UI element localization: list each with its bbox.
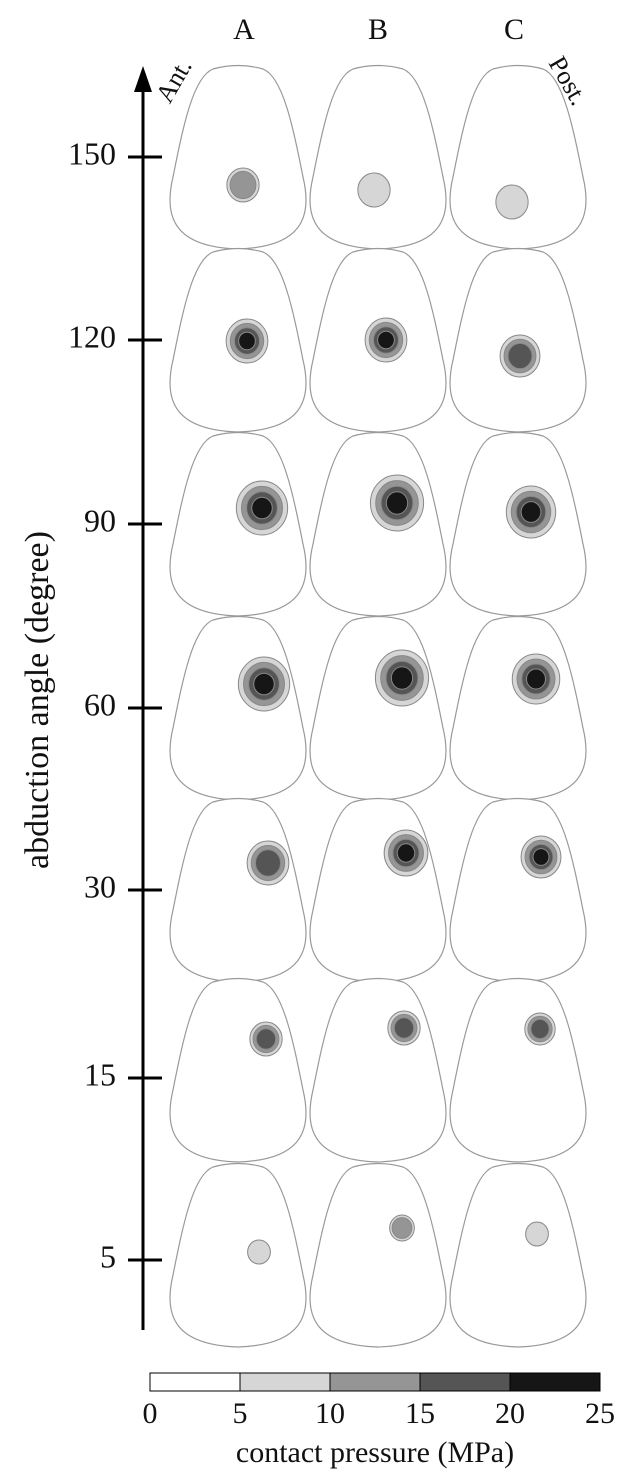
colorbar-segment [509,1372,601,1392]
contact-patch [396,843,416,863]
contact-patch [390,666,414,690]
glenoid-outline [449,64,587,250]
colorbar-title: contact pressure (MPa) [236,1436,514,1469]
glenoid-grid [169,64,587,1348]
contact-patch [357,172,391,208]
colorbar-tick-label: 5 [233,1397,248,1430]
contact-patch [255,1028,277,1050]
contact-patch [495,184,529,220]
contact-patch [391,1217,413,1239]
colorbar-segment [239,1372,331,1392]
contact-patch [526,668,546,690]
contact-patch [532,848,550,866]
contact-patch [530,1018,550,1040]
colorbar-segment [329,1372,421,1392]
axis-title: abduction angle (degree) [19,531,56,869]
glenoid-outline [169,64,307,250]
glenoid-outline [309,431,447,617]
colorbar-segment [149,1372,241,1392]
glenoid-outline [309,797,447,983]
contact-patch [251,496,273,520]
glenoid-outline [309,1162,447,1348]
axis-tick-label: 60 [84,686,116,722]
glenoid-outline [449,797,587,983]
column-label: B [368,13,388,46]
contact-patch [525,1221,549,1247]
colorbar: 0 5 10 15 20 25 [143,1372,615,1430]
axis-tick-label: 30 [84,868,116,904]
axis-arrow [134,66,152,92]
glenoid-outline [309,615,447,801]
contact-patch [507,342,533,370]
contact-patch [247,1239,271,1265]
colorbar-tick-label: 15 [405,1397,435,1430]
glenoid-outline [309,977,447,1163]
contact-patch [253,672,275,696]
glenoid-outline [449,977,587,1163]
glenoid-outline [169,797,307,983]
glenoid-outline [169,977,307,1163]
glenoid-outline [169,615,307,801]
contact-patch [238,331,256,351]
glenoid-outline [449,615,587,801]
colorbar-tick-label: 0 [143,1397,158,1430]
colorbar-segment [419,1372,511,1392]
axis-tick-label: 150 [68,135,116,171]
glenoid-outline [449,1162,587,1348]
anterior-label: Ant. [150,54,198,108]
column-label: C [504,13,524,46]
contact-patch [254,849,282,877]
contact-patch [229,170,257,200]
colorbar-tick-label: 20 [495,1397,525,1430]
colorbar-tick-label: 10 [315,1397,345,1430]
axis-tick-label: 15 [84,1056,116,1092]
glenoid-outline [169,1162,307,1348]
contact-patch [377,330,395,350]
contact-patch [520,501,542,523]
contact-patch [393,1017,415,1039]
glenoid-outline [309,64,447,250]
axis-tick-label: 5 [100,1238,116,1274]
glenoid-outline [169,431,307,617]
colorbar-tick-label: 25 [585,1397,615,1430]
axis-tick-label: 90 [84,502,116,538]
column-label: A [233,13,255,46]
axis-tick-label: 120 [68,318,116,354]
contact-patch [385,491,409,515]
